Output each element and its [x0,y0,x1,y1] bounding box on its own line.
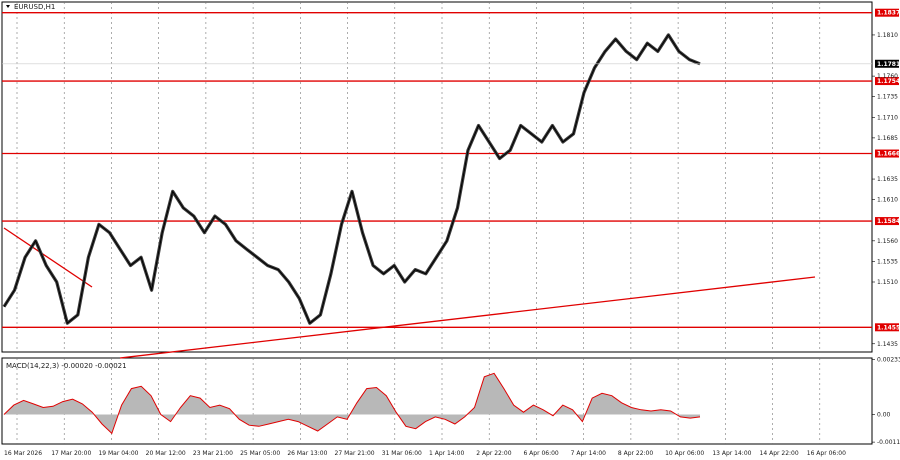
price-tick-label: 1.1435 [877,341,898,348]
chart-title: EURUSD,H1 [14,3,55,11]
macd-signal-line [3,372,701,435]
time-tick-label: 1 Apr 14:00 [429,450,464,457]
macd-tick-label: 0.00 [877,412,891,419]
time-tick-label: 14 Apr 22:00 [760,450,799,457]
time-tick-label: 16 Mar 2026 [4,450,42,457]
current-price-badge [875,59,899,68]
price-tick-label: 1.1685 [877,135,898,142]
price-tick-label: 1.1535 [877,258,898,265]
macd-tick-label: 0.00233 [877,357,900,364]
downtrend-line[interactable] [3,227,93,288]
price-tick-label: 1.1710 [877,114,898,121]
level-price-label: 1.1584 [877,218,900,225]
macd-panel-frame [1,357,873,445]
main-panel-frame [1,1,873,353]
macd-tick-label: -0.00117 [877,439,900,446]
level-price-badge [875,217,899,226]
price-tick-label: 1.1810 [877,32,898,39]
level-price-badge [875,323,899,332]
time-tick-label: 19 Mar 04:00 [98,450,138,457]
time-tick-label: 23 Mar 21:00 [193,450,233,457]
level-price-badge [875,149,899,158]
price-line [3,34,701,324]
time-tick-label: 27 Mar 21:00 [335,450,375,457]
time-tick-label: 8 Apr 22:00 [618,450,653,457]
level-price-badge [875,77,899,86]
time-tick-label: 6 Apr 06:00 [523,450,558,457]
time-tick-label: 13 Apr 14:00 [712,450,751,457]
macd-histogram [3,372,701,435]
time-tick-label: 31 Mar 06:00 [382,450,422,457]
price-tick-label: 1.1510 [877,279,898,286]
price-tick-label: 1.1735 [877,94,898,101]
level-lines: 1.1837 1.1754 1.1666 1.1584 1.1455 [2,8,900,332]
time-tick-label: 25 Mar 05:00 [240,450,280,457]
time-axis: 16 Mar 2026 17 Mar 20:00 19 Mar 04:00 20 Ma… [4,450,846,457]
price-tick-label: 1.1635 [877,176,898,183]
price-tick-label: 1.1560 [877,238,898,245]
price-tick-label: 1.1760 [877,73,898,80]
time-tick-label: 10 Apr 06:00 [665,450,704,457]
time-tick-label: 16 Apr 06:00 [807,450,846,457]
macd-axis: 0.00233 0.00 -0.00117 [872,357,900,446]
level-price-badge [875,8,899,17]
chart-menu-icon[interactable] [6,5,10,8]
time-tick-label: 7 Apr 14:00 [571,450,606,457]
uptrend-line[interactable] [119,276,816,359]
level-price-label: 1.1666 [877,151,900,158]
macd-title: MACD(14,22,3) -0.00020 -0.00021 [6,362,127,370]
time-tick-label: 20 Mar 12:00 [146,450,186,457]
support-trendline [3,227,816,359]
level-price-label: 1.1754 [877,78,900,85]
price-axis: 1.1810 1.1760 1.1735 1.1710 1.1685 1.1635 1.16… [872,32,898,348]
grid [16,2,821,444]
level-price-label: 1.1455 [877,324,900,331]
time-tick-label: 2 Apr 22:00 [476,450,511,457]
macd-histogram-area [4,373,700,434]
time-tick-label: 17 Mar 20:00 [51,450,91,457]
price-tick-label: 1.1610 [877,197,898,204]
level-price-label: 1.1837 [877,10,900,17]
price-series: 1.1781 [2,33,900,325]
current-price-label: 1.1781 [877,61,900,68]
time-tick-label: 26 Mar 13:00 [287,450,327,457]
